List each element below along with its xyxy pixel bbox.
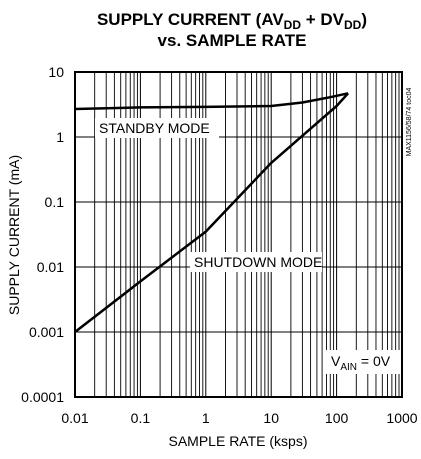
tick-labels: 0.01 0.1 1 10 100 1000 10 1 0.1 0.01 0.001 0.0001	[21, 64, 418, 426]
side-figure-id: MAX1156/58/74 toc04	[406, 88, 413, 157]
x-tick-label: 100	[325, 410, 349, 426]
x-tick-label: 1000	[386, 410, 417, 426]
standby-label-bg	[95, 118, 219, 138]
y-tick-label: 0.1	[45, 194, 65, 210]
x-tick-label: 0.1	[131, 410, 151, 426]
chart-title-line1: SUPPLY CURRENT (AVDD + DVDD)	[97, 10, 367, 32]
vain-label-group: VAIN = 0V	[326, 350, 400, 374]
x-axis-label: SAMPLE RATE (ksps)	[169, 433, 308, 449]
vain-suffix: = 0V	[357, 353, 391, 369]
series-group	[74, 92, 350, 333]
standby-mode-line	[74, 92, 349, 111]
title-suffix: )	[361, 10, 367, 29]
plot-frame	[74, 71, 403, 398]
x-tick-label: 10	[263, 410, 279, 426]
shutdown-label-group: SHUTDOWN MODE	[190, 252, 322, 272]
y-tick-label: 0.001	[29, 324, 64, 340]
y-tick-label: 0.01	[37, 259, 64, 275]
vain-annotation: VAIN = 0V	[331, 353, 391, 373]
x-tick-label: 0.01	[61, 410, 88, 426]
shutdown-mode-line	[74, 92, 350, 333]
y-axis-label: SUPPLY CURRENT (mA)	[6, 155, 22, 315]
title-sub2: DD	[344, 18, 362, 32]
vain-prefix: V	[331, 353, 341, 369]
x-tick-label: 1	[202, 410, 210, 426]
y-tick-label: 1	[56, 129, 64, 145]
chart-title-line2: vs. SAMPLE RATE	[158, 31, 307, 50]
y-tick-label: 10	[48, 64, 64, 80]
title-prefix: SUPPLY CURRENT (AV	[97, 10, 284, 29]
title-middle: + DV	[301, 10, 345, 29]
shutdown-label-bg	[190, 252, 322, 272]
vain-sub: AIN	[340, 362, 357, 373]
vain-label-bg	[326, 350, 400, 374]
shutdown-mode-label: SHUTDOWN MODE	[194, 254, 322, 270]
y-tick-label: 0.0001	[21, 389, 64, 405]
standby-mode-label: STANDBY MODE	[99, 120, 210, 136]
title-sub1: DD	[284, 18, 302, 32]
standby-label-group: STANDBY MODE	[95, 118, 219, 138]
